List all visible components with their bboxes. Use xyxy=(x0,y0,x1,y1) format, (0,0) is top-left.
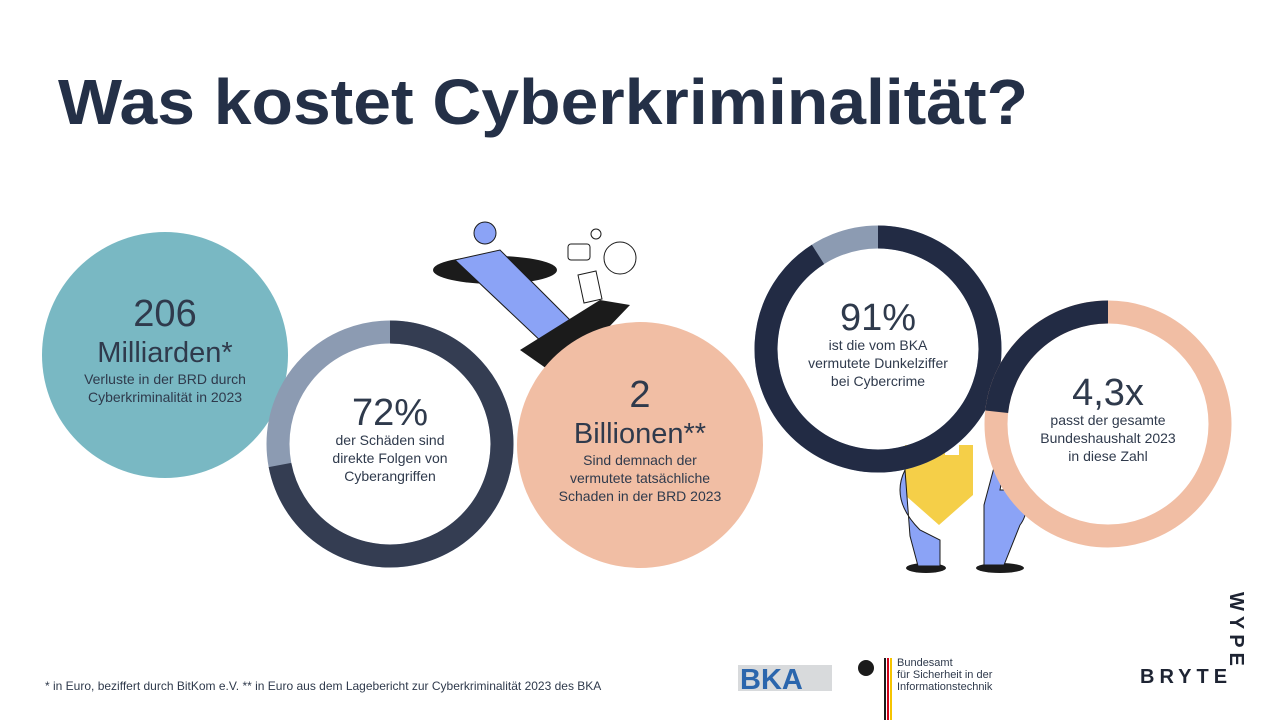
stat-value: 72% xyxy=(352,392,428,434)
stat-text: ist die vom BKA xyxy=(829,337,928,353)
bka-logo: BKA xyxy=(738,664,832,696)
stat-value: 4,3x xyxy=(1072,372,1144,414)
bsi-line: Informationstechnik xyxy=(897,681,993,693)
stat-text: passt der gesamte xyxy=(1050,412,1165,428)
donut-segment xyxy=(268,320,514,568)
stat-text: Verluste in der BRD durch xyxy=(84,371,246,387)
stat-text: der Schäden sind xyxy=(336,432,445,448)
footnote: * in Euro, beziffert durch BitKom e.V. *… xyxy=(45,679,601,693)
stat-text: vermutete Dunkelziffer xyxy=(808,355,948,371)
illustration-person xyxy=(433,221,637,378)
stat-text: Sind demnach der xyxy=(583,452,697,468)
stat-unit: Billionen** xyxy=(574,418,706,450)
donut-segment xyxy=(754,225,1002,473)
stat-text: bei Cybercrime xyxy=(831,373,925,389)
bka-text: BKA xyxy=(740,664,803,696)
bsi-line: Bundesamt xyxy=(897,657,953,669)
stat-value: 91% xyxy=(840,297,916,339)
stat-text: in diese Zahl xyxy=(1068,448,1147,464)
stat-text: Schaden in der BRD 2023 xyxy=(559,488,722,504)
donut-segment xyxy=(985,300,1109,414)
stat-value: 206 xyxy=(133,293,196,335)
bsi-line: für Sicherheit in der xyxy=(897,669,993,681)
stat-unit: Milliarden* xyxy=(97,337,232,369)
stat-text: Cyberkriminalität in 2023 xyxy=(88,389,242,405)
stat-value: 2 xyxy=(629,374,650,416)
stat-disc xyxy=(517,322,763,568)
stat-text: Bundeshaushalt 2023 xyxy=(1040,430,1176,446)
title: Was kostet Cyberkriminalität? xyxy=(58,66,1028,138)
stat-disc xyxy=(42,232,288,478)
brand: BRYTE xyxy=(1140,666,1232,688)
stat-text: direkte Folgen von xyxy=(332,450,447,466)
stat-text: vermutete tatsächliche xyxy=(570,470,710,486)
stat-text: Cyberangriffen xyxy=(344,468,436,484)
brand-vertical: WYPE xyxy=(1225,592,1247,671)
illustration-hands xyxy=(899,445,1028,573)
bsi-logo: Bundesamt für Sicherheit in der Informat… xyxy=(858,657,993,720)
